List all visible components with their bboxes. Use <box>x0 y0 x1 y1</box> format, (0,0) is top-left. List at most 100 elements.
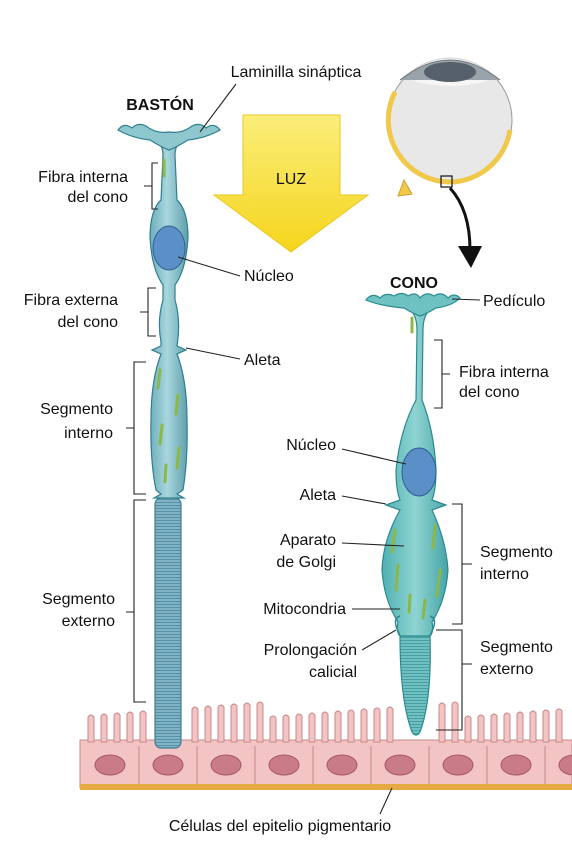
epithelium-villus <box>464 715 472 743</box>
label-synaptic-lamella: Laminilla sináptica <box>231 64 362 81</box>
epithelium-villus <box>139 710 147 743</box>
epithelium-villus <box>438 702 446 743</box>
label-cone-inner-fiber-1: Fibra interna <box>459 364 549 381</box>
epithelium-villus <box>191 706 199 743</box>
label-cone-outer-segment-2: externo <box>480 661 533 678</box>
label-rod-inner-segment-2: interno <box>64 425 113 442</box>
leader-cone-nucleus <box>341 448 407 465</box>
light-label: LUZ <box>276 171 306 188</box>
leader-rod-fin <box>185 347 241 360</box>
epithelium-villus <box>269 715 277 743</box>
bracket-cone-inner-fiber <box>434 339 450 409</box>
cone-cell <box>365 292 461 736</box>
epithelium-villus <box>490 713 498 743</box>
leader-cone-fin <box>341 495 387 505</box>
epithelium-villus <box>477 714 485 743</box>
cone-nucleus <box>401 447 437 497</box>
epithelium-nucleus <box>326 754 358 776</box>
label-rod-outer-segment-2: externo <box>62 613 115 630</box>
bracket-rod-inner-fiber <box>144 162 158 210</box>
epithelium-villus <box>295 713 303 743</box>
rod-synaptic-terminal <box>117 123 221 151</box>
label-cone-mitochondria: Mitocondria <box>263 601 346 618</box>
eye-inset-zoom-box <box>440 175 453 188</box>
eye-inset <box>385 50 513 268</box>
epithelium-nucleus <box>384 754 416 776</box>
epithelium-villus <box>503 712 511 743</box>
label-cone-golgi-2: de Golgi <box>276 554 336 571</box>
leader-rod-nucleus <box>177 256 241 277</box>
label-cone-nucleus: Núcleo <box>286 437 336 454</box>
epithelium-cells <box>94 746 572 784</box>
label-rod-outer-fiber-2: del cono <box>58 314 119 331</box>
label-epithelium: Células del epitelio pigmentario <box>169 818 391 835</box>
rod-cell <box>117 123 221 749</box>
bracket-cone-outer-segment <box>436 629 472 731</box>
epithelium-nucleus <box>442 754 474 776</box>
epithelium-villus <box>126 711 134 743</box>
epithelium-villus <box>334 710 342 743</box>
epithelium-nucleus <box>152 754 184 776</box>
leader-cone-pedicle <box>451 298 481 301</box>
pigment-epithelium <box>79 701 572 790</box>
label-cone-calyceal-1: Prolongación <box>264 642 357 659</box>
leader-synaptic-lamella <box>199 83 237 133</box>
rod-nucleus <box>152 225 186 271</box>
label-cone-calyceal-2: calicial <box>309 664 357 681</box>
leader-cone-calyceal <box>361 629 397 651</box>
epithelium-nucleus <box>558 754 572 776</box>
label-cone-pedicle: Pedículo <box>483 293 545 310</box>
epithelium-villus <box>256 701 264 743</box>
cone-outer-segment <box>399 635 431 736</box>
epithelium-villi <box>87 701 563 743</box>
leader-epithelium <box>379 787 393 815</box>
epithelium-nucleus <box>210 754 242 776</box>
epithelium-villus <box>321 711 329 743</box>
label-rod-inner-fiber-2: del cono <box>68 189 129 206</box>
bracket-cone-inner-segment <box>452 503 472 625</box>
label-cone-golgi-1: Aparato <box>280 532 336 549</box>
label-cone-fin: Aleta <box>300 487 337 504</box>
epithelium-villus <box>308 712 316 743</box>
label-cone-inner-segment-2: interno <box>480 566 529 583</box>
epithelium-nucleus <box>500 754 532 776</box>
label-rod-inner-segment-1: Segmento <box>40 401 113 418</box>
cone-title: CONO <box>390 275 438 292</box>
cone-calyceal-process <box>394 615 401 637</box>
epithelium-villus <box>373 707 381 743</box>
cone-mitochondria <box>390 316 442 620</box>
label-rod-outer-fiber-1: Fibra externa <box>24 292 118 309</box>
bruch-membrane <box>80 784 572 790</box>
epithelium-villus <box>360 708 368 743</box>
epithelium-villus <box>204 705 212 743</box>
epithelium-villus <box>542 709 550 743</box>
epithelium-villus <box>217 704 225 743</box>
bracket-rod-outer-segment <box>126 499 146 703</box>
epithelium-villus <box>243 702 251 743</box>
label-rod-inner-fiber-1: Fibra interna <box>38 169 128 186</box>
leader-cone-golgi <box>341 542 405 547</box>
epithelium-nucleus <box>268 754 300 776</box>
epithelium-villus <box>100 713 108 743</box>
bracket-rod-outer-fiber <box>140 287 156 337</box>
epithelium-villus <box>555 708 563 743</box>
label-rod-nucleus: Núcleo <box>244 268 294 285</box>
epithelium-villus <box>87 714 95 743</box>
zoom-arrow-head <box>458 246 482 268</box>
rod-title: BASTÓN <box>126 95 194 114</box>
label-rod-fin: Aleta <box>244 352 281 369</box>
label-cone-inner-fiber-2: del cono <box>459 384 520 401</box>
epithelium-villus <box>451 701 459 743</box>
epithelium-villus <box>282 714 290 743</box>
rod-mitochondria <box>156 158 181 484</box>
label-cone-inner-segment-1: Segmento <box>480 544 553 561</box>
epithelium-villus <box>386 706 394 743</box>
bracket-rod-inner-segment <box>126 361 146 495</box>
label-rod-outer-segment-1: Segmento <box>42 591 115 608</box>
rod-inner-body <box>149 134 189 499</box>
label-cone-outer-segment-1: Segmento <box>480 639 553 656</box>
epithelium-nucleus <box>94 754 126 776</box>
epithelium-villus <box>113 712 121 743</box>
